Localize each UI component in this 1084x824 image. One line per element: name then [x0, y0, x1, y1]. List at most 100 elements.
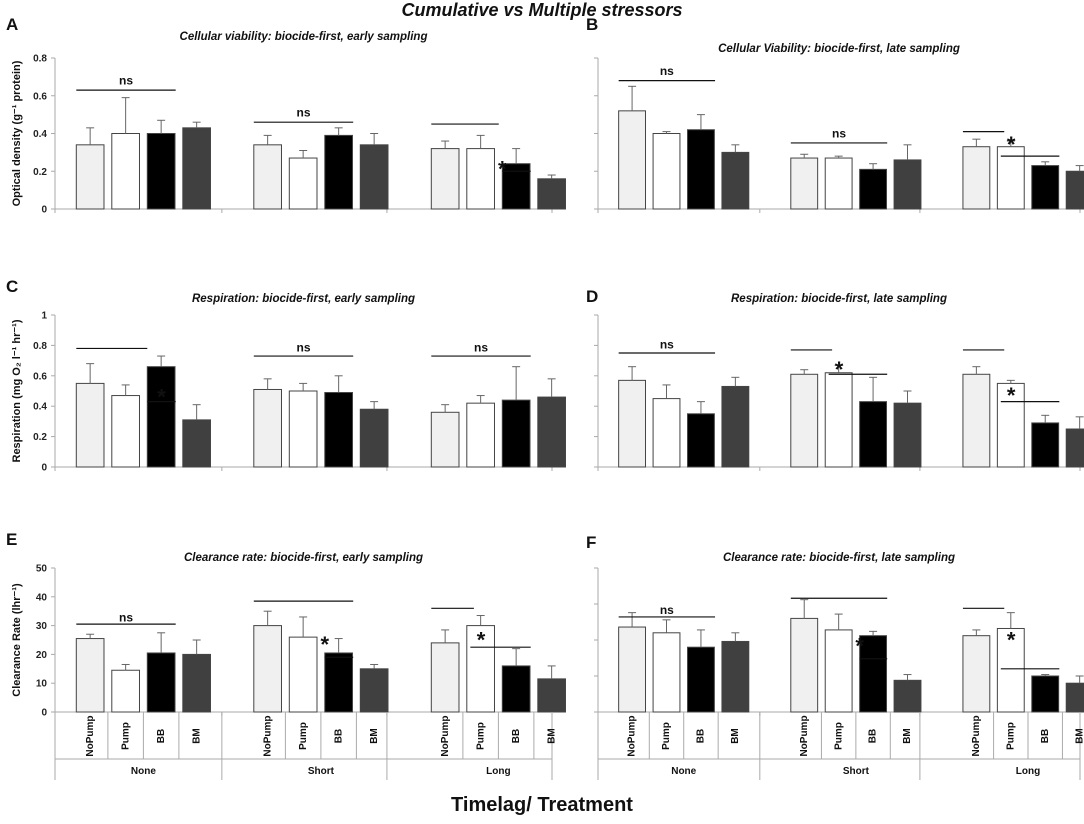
bar-none-pump	[652, 133, 681, 210]
bar-none-bb	[146, 652, 176, 713]
bar-short-nopump	[253, 388, 282, 468]
bar-short-pump	[288, 157, 318, 210]
x-category-label: Pump	[1005, 722, 1016, 750]
x-category-label: BB	[868, 729, 879, 743]
significance-star: *	[477, 628, 486, 653]
panel-letter: F	[586, 533, 596, 552]
bar-short-pump	[288, 390, 318, 468]
bar-none-nopump	[618, 379, 647, 468]
panel-f: F Clearance rate: biocide-first, late sam…	[586, 533, 1084, 780]
x-category-label: NoPump	[799, 715, 810, 756]
significance-ns: ns	[832, 126, 846, 140]
panel-letter: A	[6, 15, 18, 34]
bar-long-bb	[1031, 165, 1060, 210]
bar-long-pump	[996, 146, 1025, 210]
bar-short-nopump	[790, 157, 819, 210]
bar-short-nopump	[790, 373, 819, 468]
bar-long-bm	[537, 678, 566, 713]
x-category-label: BM	[902, 728, 913, 744]
x-category-label: Pump	[833, 722, 844, 750]
x-category-label: BM	[1074, 728, 1084, 744]
bar-none-nopump	[75, 382, 105, 468]
bar-short-bm	[893, 679, 922, 713]
bar-long-nopump	[430, 642, 460, 713]
x-category-label: BB	[1040, 729, 1051, 743]
x-group-label: None	[671, 766, 696, 777]
y-tick-label: 0	[41, 708, 47, 719]
panel-letter: B	[586, 15, 598, 34]
bar-short-pump	[288, 636, 318, 713]
significance-ns: ns	[660, 603, 674, 617]
bar-none-bb	[687, 413, 715, 468]
bar-long-nopump	[430, 148, 460, 210]
significance-ns: ns	[119, 610, 133, 624]
bar-none-pump	[111, 133, 140, 210]
panel-d: D Respiration: biocide-first, late sampli…	[586, 287, 1084, 471]
y-tick-label: 0.2	[33, 167, 47, 178]
bar-short-pump	[824, 372, 853, 468]
x-category-label: BM	[730, 728, 741, 744]
x-category-label: Pump	[298, 722, 309, 750]
significance-star: *	[321, 632, 330, 657]
panel-title: Cellular Viability: biocide-first, late …	[718, 43, 960, 55]
bar-none-bb	[146, 133, 176, 210]
x-category-label: NoPump	[440, 715, 451, 756]
x-category-label: BB	[511, 729, 522, 743]
x-category-label: BM	[191, 728, 202, 744]
bar-none-pump	[652, 632, 681, 713]
x-category-label: Pump	[120, 722, 131, 750]
panel-letter: C	[6, 277, 18, 296]
panel-title: Respiration: biocide-first, late samplin…	[731, 293, 947, 305]
significance-star: *	[1007, 628, 1016, 653]
panel-b: B Cellular Viability: biocide-first, late…	[586, 15, 1084, 213]
y-tick-label: 20	[36, 650, 48, 661]
bar-short-bb	[324, 134, 353, 210]
bar-short-bm	[359, 408, 389, 468]
x-category-label: BB	[333, 729, 344, 743]
panel-e: E Clearance rate: biocide-first, early sa…	[6, 530, 566, 780]
significance-star: *	[1007, 132, 1016, 157]
panel-title: Respiration: biocide-first, early sampli…	[192, 293, 415, 305]
bar-none-bb	[146, 366, 176, 468]
x-group-label: Long	[1016, 766, 1040, 777]
bar-long-nopump	[962, 146, 991, 210]
bar-long-nopump	[430, 411, 460, 468]
bar-long-bb	[1031, 675, 1060, 713]
y-axis-label: Respiration (mg O₂ l⁻¹ hr⁻¹)	[11, 319, 23, 462]
significance-ns: ns	[119, 73, 133, 87]
bar-none-pump	[652, 398, 681, 468]
bar-long-pump	[466, 402, 495, 468]
x-category-label: NoPump	[971, 715, 982, 756]
bar-none-pump	[111, 669, 140, 713]
y-tick-label: 0	[41, 205, 47, 216]
y-tick-label: 0.4	[33, 129, 47, 140]
bar-long-pump	[466, 148, 495, 210]
bar-none-bb	[687, 129, 715, 210]
panel-title: Clearance rate: biocide-first, early sam…	[184, 552, 423, 564]
significance-star: *	[157, 385, 166, 410]
bar-long-pump	[996, 627, 1025, 713]
x-category-label: NoPump	[85, 715, 96, 756]
bar-none-bm	[721, 385, 750, 468]
bar-long-bb	[501, 399, 531, 468]
bar-none-nopump	[75, 144, 105, 210]
bar-none-bb	[687, 646, 715, 713]
bar-none-bm	[182, 653, 211, 713]
y-tick-label: 50	[36, 564, 48, 575]
x-category-label: BM	[369, 728, 380, 744]
bar-short-nopump	[790, 617, 819, 713]
x-category-label: NoPump	[262, 715, 273, 756]
x-group-label: None	[131, 766, 156, 777]
y-tick-label: 0.6	[33, 91, 47, 102]
bar-short-nopump	[253, 625, 282, 713]
significance-ns: ns	[660, 64, 674, 78]
significance-star: *	[835, 357, 844, 382]
y-tick-label: 0.6	[33, 371, 47, 382]
bar-short-bm	[359, 144, 389, 210]
bar-long-nopump	[962, 635, 991, 713]
bar-short-bm	[893, 402, 922, 468]
significance-ns: ns	[474, 340, 488, 354]
bar-short-bb	[324, 392, 353, 468]
bar-short-bb	[859, 401, 888, 468]
